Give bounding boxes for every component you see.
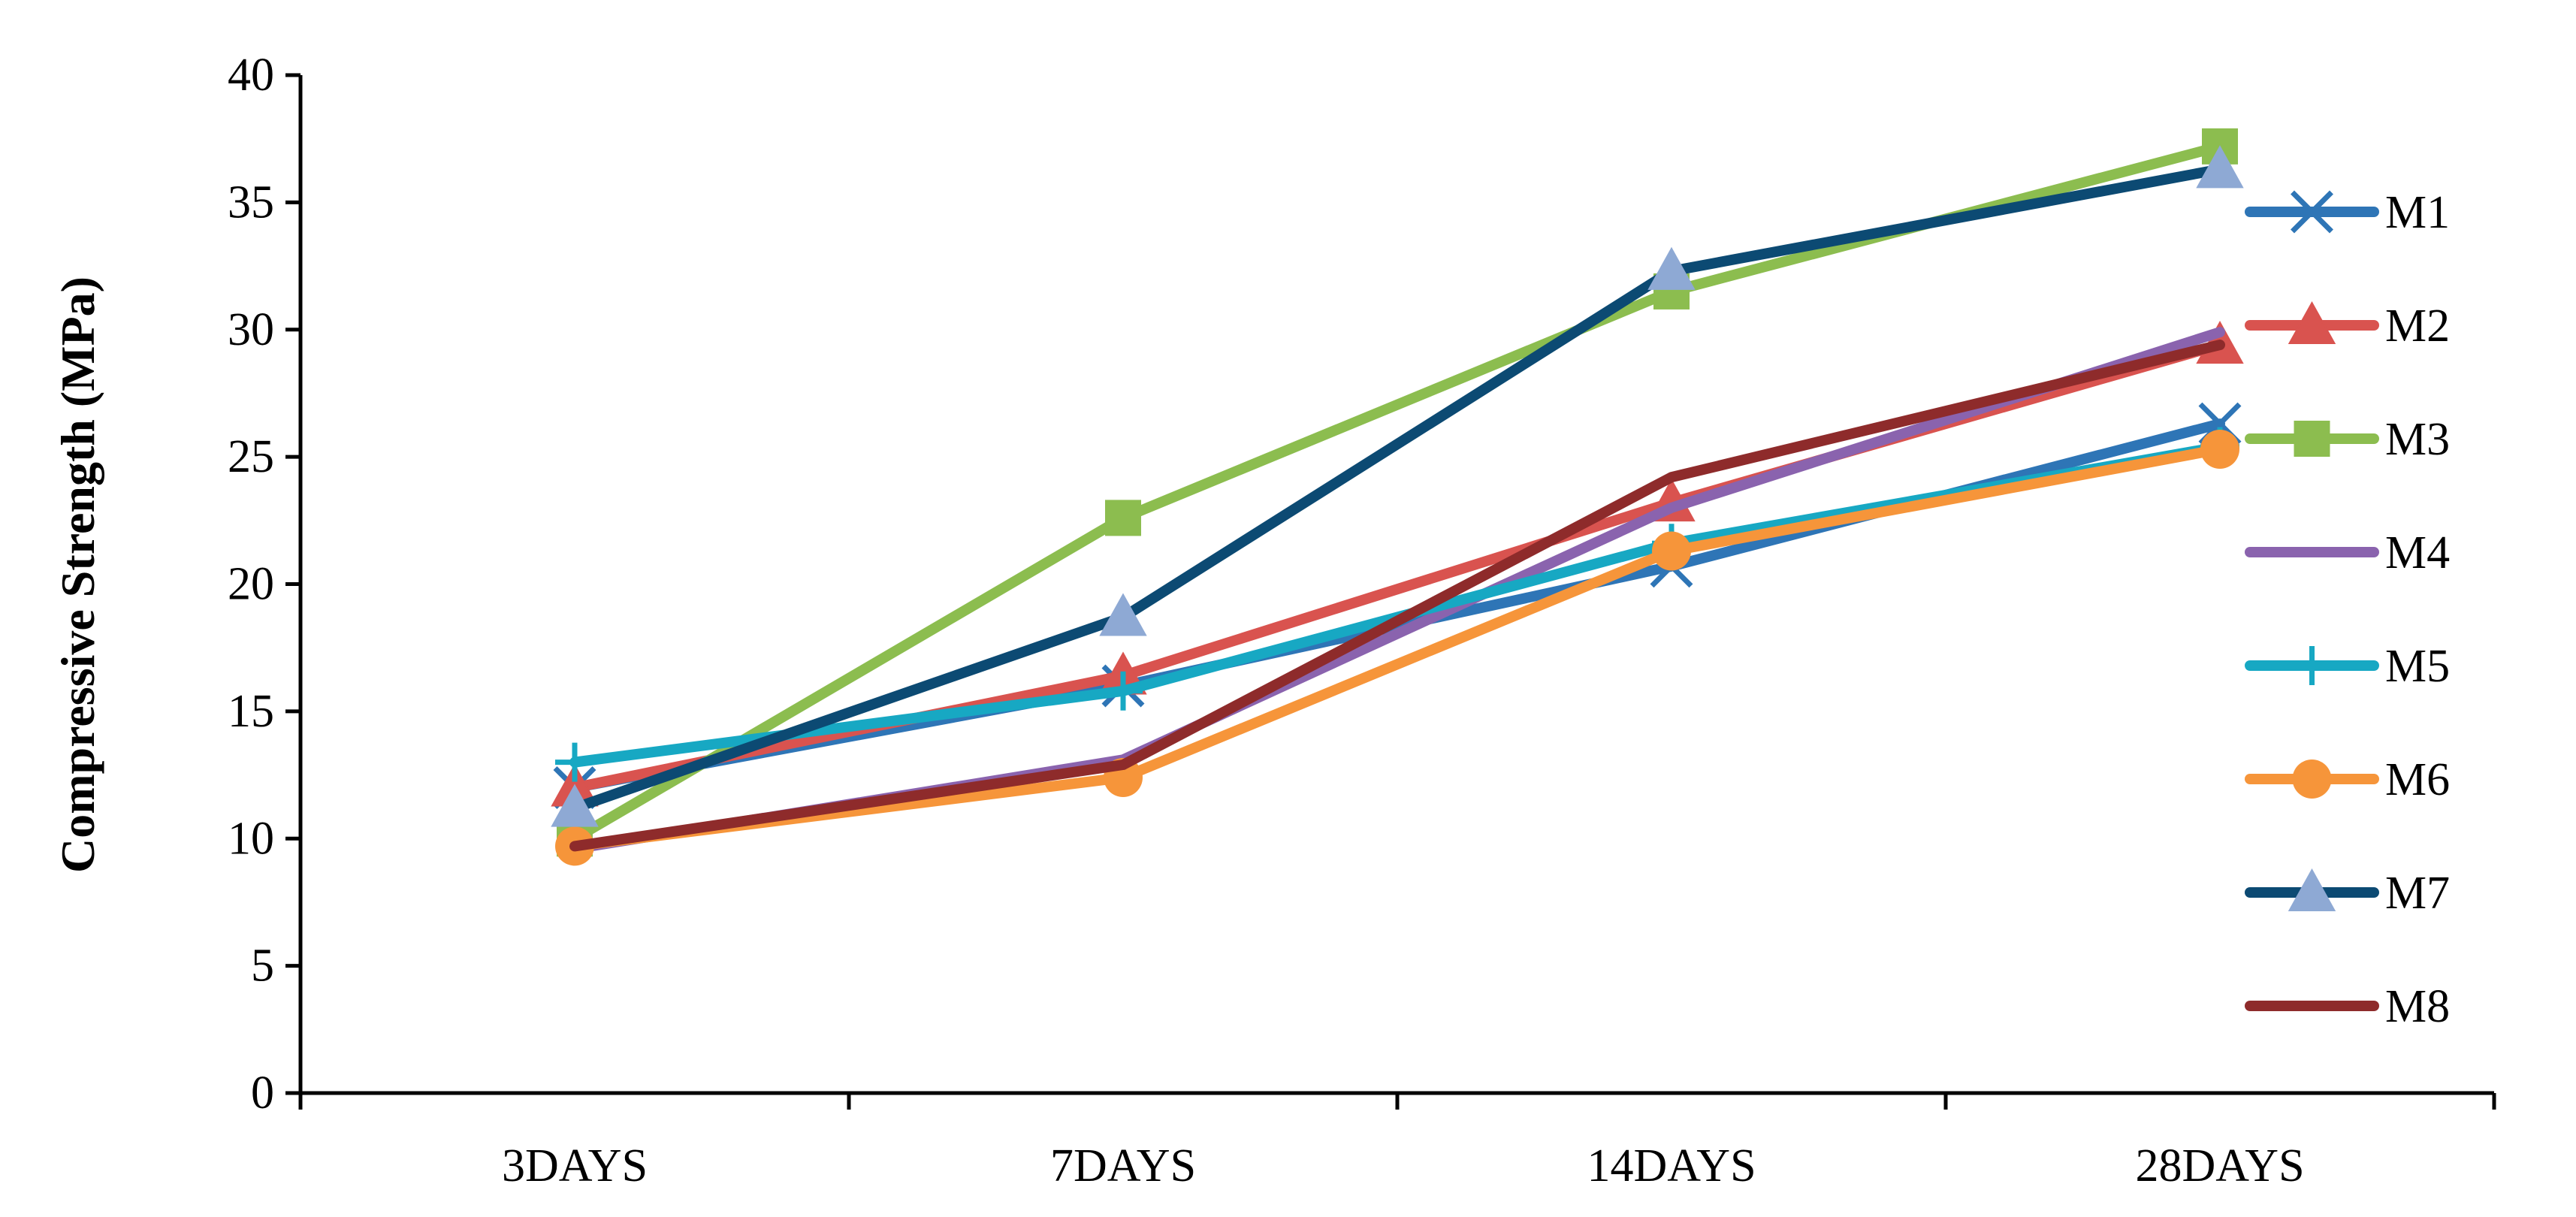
legend-marker [2294, 421, 2330, 457]
legend-label: M7 [2385, 868, 2450, 919]
legend-item-m1: M1 [2245, 187, 2450, 238]
legend-item-m3: M3 [2245, 414, 2450, 465]
series-m1 [553, 402, 2242, 809]
legend-item-m7: M7 [2245, 868, 2450, 919]
legend-item-m5: M5 [2245, 641, 2450, 692]
y-tick-label: 25 [228, 431, 274, 482]
x-tick-label: 3DAYS [502, 1140, 648, 1191]
data-point-m5 [555, 742, 594, 782]
legend-item-m2: M2 [2245, 300, 2450, 352]
marker-stroke [2291, 190, 2333, 234]
x-tick-label: 14DAYS [1587, 1140, 1756, 1191]
legend-marker [2288, 868, 2336, 911]
legend-item-m6: M6 [2245, 754, 2450, 805]
series-line-m7 [569, 164, 2225, 814]
x-tick-label: 7DAYS [1050, 1140, 1196, 1191]
legend-item-m8: M8 [2245, 981, 2450, 1032]
y-axis-title: Compressive Strength (MPa) [51, 276, 104, 873]
axes: 0 5 10 15 20 25 30 35 40 3DAYS 7DAYS 14DAYS 28DAYS [228, 50, 2496, 1191]
data-point-m7 [2196, 145, 2244, 189]
legend-label: M6 [2385, 754, 2450, 805]
data-point-m6 [1652, 531, 1691, 571]
y-tick-label: 10 [228, 813, 274, 864]
legend-item-m4: M4 [2245, 527, 2450, 578]
series-group [551, 128, 2244, 866]
y-tick-label: 20 [228, 559, 274, 610]
series-m6 [555, 429, 2239, 866]
legend: M1 M2 M3 M4 M5 M6 M7 M8 [2245, 187, 2450, 1032]
data-point-m3 [1105, 500, 1141, 536]
legend-label: M2 [2385, 300, 2450, 352]
y-tick-label: 30 [228, 304, 274, 355]
legend-label: M5 [2385, 641, 2450, 692]
data-point-m7 [1099, 593, 1147, 636]
legend-marker [2288, 300, 2336, 344]
series-line-m6 [569, 443, 2225, 852]
data-point-m7 [551, 784, 599, 827]
y-tick-label: 0 [251, 1068, 274, 1119]
y-tick-label: 35 [228, 177, 274, 228]
series-m8 [569, 340, 2225, 852]
y-tick-label: 15 [228, 686, 274, 737]
y-tick-label: 40 [228, 50, 274, 101]
legend-label: M3 [2385, 414, 2450, 465]
legend-marker [2292, 759, 2332, 799]
legend-marker [2292, 646, 2332, 685]
legend-label: M1 [2385, 187, 2450, 238]
data-point-m6 [2200, 429, 2239, 469]
data-point-m7 [1647, 246, 1696, 290]
x-tick-label: 28DAYS [2135, 1140, 2304, 1191]
legend-marker [2291, 190, 2333, 234]
legend-label: M8 [2385, 981, 2450, 1032]
y-tick-label: 5 [251, 941, 274, 992]
legend-label: M4 [2385, 527, 2450, 578]
data-point-m5 [1104, 671, 1143, 711]
series-line-m8 [569, 340, 2225, 852]
series-m7 [551, 145, 2244, 827]
